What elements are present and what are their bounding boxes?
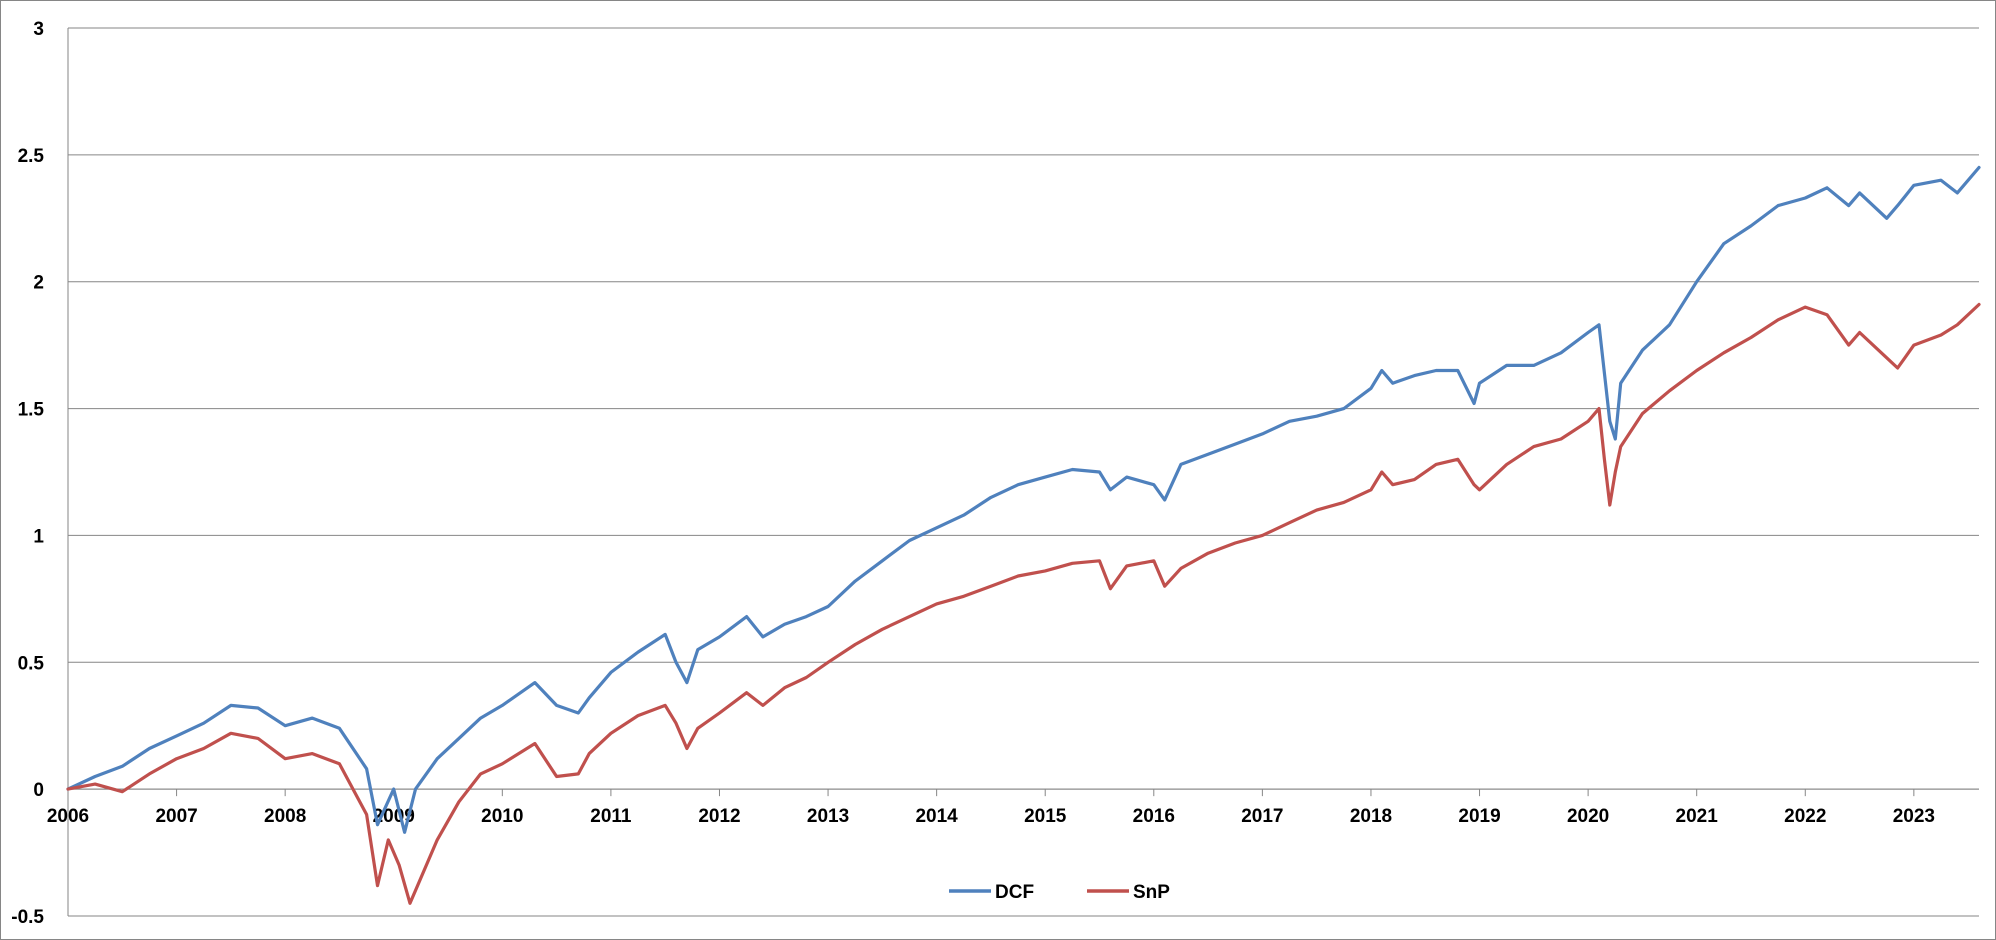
- series-lines: [66, 165, 1981, 905]
- y-tick-label: 2.5: [18, 146, 45, 167]
- series-line-dcf: [66, 165, 1981, 834]
- x-tick-label: 2007: [155, 806, 197, 827]
- x-tick-label: 2017: [1241, 806, 1283, 827]
- x-tick-labels: 2006 2007 2008 2009 2010 2011 2012 2013 2014 2015…: [47, 806, 1935, 827]
- x-tick-label: 2010: [481, 806, 523, 827]
- series-line-snp: [66, 302, 1981, 905]
- legend-label-snp: SnP: [1133, 882, 1170, 903]
- y-tick-label: 0.5: [18, 653, 45, 674]
- x-tick-label: 2021: [1676, 806, 1719, 827]
- y-tick-label: 3: [33, 19, 44, 40]
- x-tick-label: 2018: [1350, 806, 1392, 827]
- x-tick-label: 2019: [1458, 806, 1500, 827]
- legend: DCF SnP: [949, 882, 1170, 903]
- axes: [67, 28, 1979, 916]
- y-tick-label: 2: [33, 273, 44, 294]
- x-tick-label: 2006: [47, 806, 89, 827]
- gridlines: [68, 27, 1979, 917]
- x-tick-label: 2022: [1784, 806, 1826, 827]
- x-tick-label: 2008: [264, 806, 306, 827]
- y-tick-label: 1.5: [18, 400, 45, 421]
- y-tick-label: 1: [33, 526, 44, 547]
- x-tick-label: 2012: [698, 806, 740, 827]
- y-tick-label: 0: [33, 780, 44, 801]
- y-tick-label: -0.5: [11, 907, 44, 928]
- x-tick-label: 2014: [915, 806, 958, 827]
- x-tick-label: 2011: [590, 806, 632, 827]
- x-tick-label: 2016: [1133, 806, 1175, 827]
- x-tick-label: 2020: [1567, 806, 1609, 827]
- x-tick-label: 2013: [807, 806, 849, 827]
- x-tick-label: 2015: [1024, 806, 1067, 827]
- x-tick-label: 2023: [1893, 806, 1935, 827]
- y-tick-labels: -0.5 0 0.5 1 1.5 2 2.5 3: [11, 19, 44, 928]
- legend-label-dcf: DCF: [995, 882, 1034, 903]
